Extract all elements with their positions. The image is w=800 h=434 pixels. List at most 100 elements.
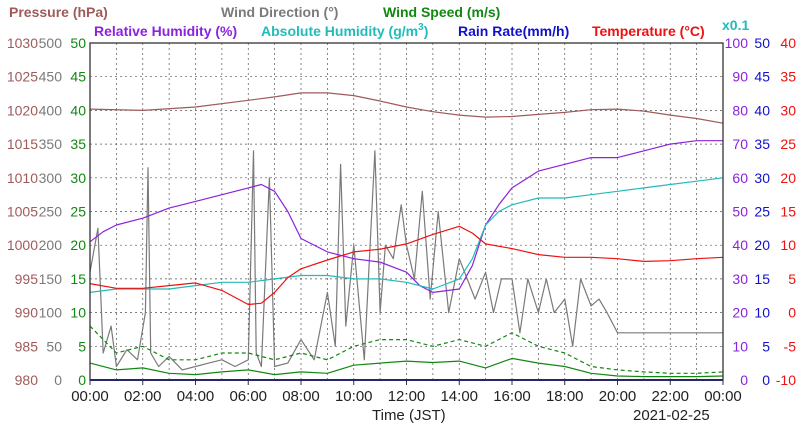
x-tick-label: 16:00: [493, 388, 531, 405]
chart-date: 2021-02-25: [633, 407, 710, 424]
y-tick-temperature: -10: [776, 372, 796, 388]
x-tick-label: 00:00: [704, 388, 742, 405]
y-tick-temperature: 25: [780, 136, 796, 152]
y-tick-relative-humidity: 50: [732, 204, 748, 220]
y-tick-relative-humidity: 100: [725, 35, 749, 51]
chart-grid: [90, 43, 723, 380]
y-tick-temperature: 10: [780, 237, 796, 253]
y-tick-pressure: 1010: [7, 170, 38, 186]
y-tick-temperature: -5: [784, 338, 797, 354]
x-axis: 00:00 02:00 04:00 06:00 08:00 10:00 12:00 14:00…: [71, 380, 742, 405]
y-tick-wind-direction: 100: [39, 305, 63, 321]
y-tick-pressure: 980: [15, 372, 39, 388]
y-tick-wind-speed: 30: [70, 170, 86, 186]
legend-rain-rate: Rain Rate(mm/h): [458, 23, 569, 39]
x-tick-label: 10:00: [335, 388, 373, 405]
y-tick-rain-rate: 40: [754, 102, 770, 118]
y-tick-relative-humidity: 60: [732, 170, 748, 186]
y-tick-wind-speed: 0: [78, 372, 86, 388]
series-line-absolute-humidity-g-m3: [89, 177, 724, 293]
y-tick-pressure: 985: [15, 338, 39, 354]
legend-absolute-humidity-close: ): [424, 23, 429, 39]
y-tick-rain-rate: 50: [754, 35, 770, 51]
y-tick-wind-speed: 20: [70, 237, 86, 253]
legend-wind-speed: Wind Speed (m/s): [383, 4, 500, 20]
y-tick-relative-humidity: 10: [732, 338, 748, 354]
y-tick-rain-rate: 15: [754, 271, 770, 287]
y-tick-wind-speed: 25: [70, 204, 86, 220]
legend-wind-direction: Wind Direction (°): [221, 4, 338, 20]
y-tick-relative-humidity: 70: [732, 136, 748, 152]
x-tick-label: 00:00: [71, 388, 109, 405]
y-tick-pressure: 995: [15, 271, 39, 287]
y-tick-pressure: 1000: [7, 237, 38, 253]
x-tick-label: 18:00: [546, 388, 584, 405]
y-tick-rain-rate: 10: [754, 305, 770, 321]
y-tick-wind-direction: 0: [54, 372, 62, 388]
y-tick-wind-speed: 15: [70, 271, 86, 287]
y-tick-rain-rate: 35: [754, 136, 770, 152]
y-tick-rain-rate: 5: [762, 338, 770, 354]
y-tick-pressure: 1025: [7, 69, 38, 85]
series-line-wind-direction: [89, 150, 723, 371]
y-tick-relative-humidity: 80: [732, 102, 748, 118]
y-tick-rain-rate: 30: [754, 170, 770, 186]
plot-frame: [89, 42, 724, 381]
x-axis-label: Time (JST): [372, 407, 446, 424]
legend-absolute-humidity-sup: 3: [418, 22, 424, 33]
y-tick-wind-direction: 150: [39, 271, 63, 287]
series-line-wind-speed-m-s: [89, 357, 724, 378]
y-tick-wind-speed: 5: [78, 338, 86, 354]
y-tick-relative-humidity: 40: [732, 237, 748, 253]
y-tick-rain-rate: 0: [762, 372, 770, 388]
y-tick-temperature: 40: [780, 35, 796, 51]
y-tick-relative-humidity: 20: [732, 305, 748, 321]
y-tick-wind-direction: 200: [39, 237, 63, 253]
y-tick-wind-speed: 50: [70, 35, 86, 51]
y-tick-wind-speed: 45: [70, 69, 86, 85]
y-tick-temperature: 0: [788, 305, 796, 321]
x-tick-label: 12:00: [388, 388, 426, 405]
y-tick-wind-speed: 10: [70, 305, 86, 321]
y-tick-wind-direction: 500: [39, 35, 63, 51]
legend-relative-humidity: Relative Humidity (%): [94, 23, 237, 39]
y-tick-wind-speed: 35: [70, 136, 86, 152]
legend-absolute-humidity: Absolute Humidity (g/m3): [261, 22, 428, 39]
y-tick-wind-direction: 250: [39, 204, 63, 220]
y-tick-pressure: 1005: [7, 204, 38, 220]
x-tick-label: 20:00: [599, 388, 637, 405]
x-tick-label: 02:00: [124, 388, 162, 405]
y-tick-temperature: 20: [780, 170, 796, 186]
data-series: [89, 92, 724, 381]
y-axes: 1030102510201015101010051000995990985980…: [7, 35, 796, 388]
series-line-pressure-hpa: [89, 92, 724, 124]
y-tick-temperature: 30: [780, 102, 796, 118]
y-tick-relative-humidity: 90: [732, 69, 748, 85]
y-tick-wind-direction: 50: [46, 338, 62, 354]
y-tick-temperature: 5: [788, 271, 796, 287]
y-tick-wind-direction: 450: [39, 69, 63, 85]
y-tick-pressure: 1020: [7, 102, 38, 118]
legend-absolute-humidity-text: Absolute Humidity (g/m: [261, 23, 418, 39]
legend-rain-scale: x0.1: [722, 17, 749, 33]
y-tick-pressure: 1030: [7, 35, 38, 51]
x-tick-label: 04:00: [177, 388, 215, 405]
x-tick-label: 06:00: [229, 388, 267, 405]
y-tick-wind-speed: 40: [70, 102, 86, 118]
x-tick-label: 14:00: [440, 388, 478, 405]
y-tick-temperature: 35: [780, 69, 796, 85]
y-tick-temperature: 15: [780, 204, 796, 220]
y-tick-wind-direction: 350: [39, 136, 63, 152]
series-line-temperature-c: [89, 225, 724, 306]
y-tick-relative-humidity: 0: [740, 372, 748, 388]
x-tick-label: 22:00: [651, 388, 689, 405]
y-tick-rain-rate: 25: [754, 204, 770, 220]
y-tick-rain-rate: 20: [754, 237, 770, 253]
y-tick-relative-humidity: 30: [732, 271, 748, 287]
y-tick-wind-direction: 400: [39, 102, 63, 118]
series-line-relative-humidity: [89, 140, 723, 293]
y-tick-pressure: 990: [15, 305, 39, 321]
y-tick-pressure: 1015: [7, 136, 38, 152]
